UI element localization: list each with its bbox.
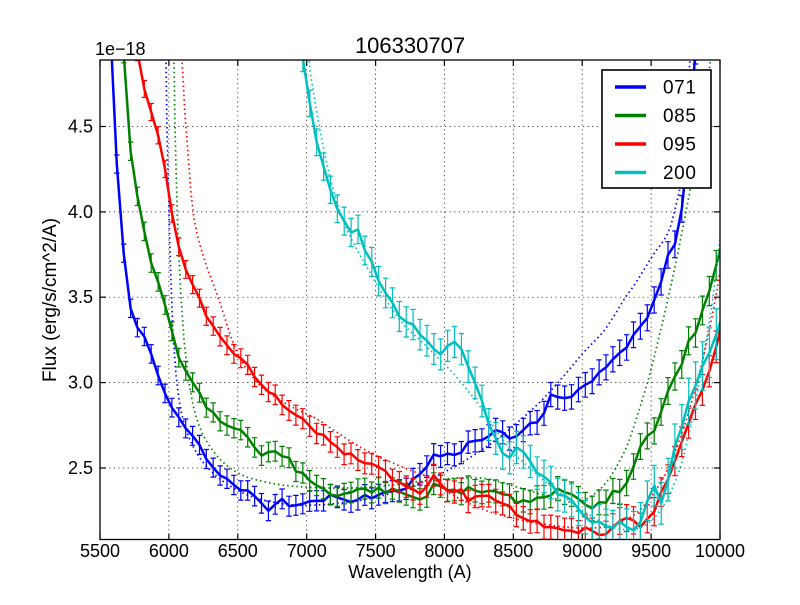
svg-text:5500: 5500	[80, 541, 120, 561]
svg-text:200: 200	[663, 163, 697, 184]
svg-text:095: 095	[663, 135, 697, 156]
svg-text:9500: 9500	[631, 541, 671, 561]
svg-text:7500: 7500	[356, 541, 396, 561]
svg-text:9000: 9000	[562, 541, 602, 561]
svg-text:7000: 7000	[287, 541, 327, 561]
svg-text:8500: 8500	[493, 541, 533, 561]
svg-text:2.5: 2.5	[68, 458, 93, 478]
svg-text:3.0: 3.0	[68, 373, 93, 393]
svg-text:085: 085	[663, 106, 697, 127]
svg-text:10000: 10000	[695, 541, 745, 561]
svg-text:8000: 8000	[424, 541, 464, 561]
svg-text:1e−18: 1e−18	[95, 39, 146, 59]
svg-text:Flux (erg/s/cm^2/A): Flux (erg/s/cm^2/A)	[40, 218, 61, 382]
svg-text:6500: 6500	[218, 541, 258, 561]
svg-text:4.0: 4.0	[68, 202, 93, 222]
svg-text:071: 071	[663, 78, 697, 99]
svg-text:3.5: 3.5	[68, 287, 93, 307]
svg-text:6000: 6000	[149, 541, 189, 561]
svg-text:4.5: 4.5	[68, 117, 93, 137]
svg-text:Wavelength (A): Wavelength (A)	[348, 562, 471, 582]
svg-text:106330707: 106330707	[355, 33, 465, 58]
